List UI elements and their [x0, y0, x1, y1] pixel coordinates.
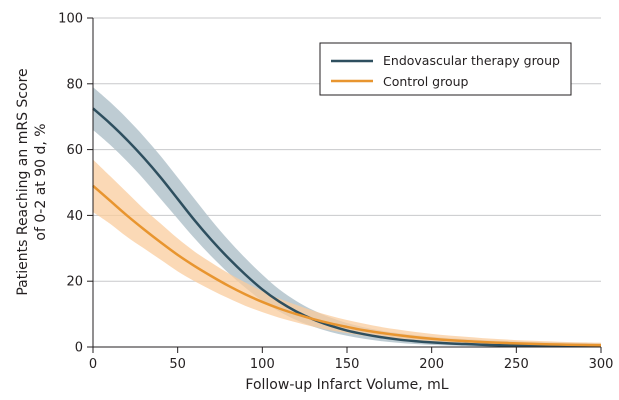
confidence-bands — [93, 87, 601, 347]
x-tick-label: 300 — [589, 357, 614, 372]
legend-label-endovascular: Endovascular therapy group — [383, 53, 560, 68]
x-tick-label: 250 — [504, 357, 529, 372]
ci-band-endovascular — [93, 87, 601, 347]
y-tick-label: 40 — [66, 209, 83, 224]
y-tick-label: 0 — [75, 341, 83, 356]
ci-band-control — [93, 159, 601, 347]
series-line-endovascular — [92, 107, 602, 348]
x-tick-label: 50 — [169, 357, 186, 372]
legend-box — [319, 42, 572, 96]
x-tick-label: 100 — [250, 357, 275, 372]
x-tick-label: 150 — [335, 357, 360, 372]
x-tick-label: 200 — [419, 357, 444, 372]
legend: Endovascular therapy group Control group — [319, 42, 572, 96]
x-tick-label: 0 — [89, 357, 97, 372]
y-tick-label: 20 — [66, 275, 83, 290]
y-axis-title-line-1: Patients Reaching an mRS Score — [15, 68, 31, 295]
y-tick-label: 60 — [66, 143, 83, 158]
series-lines — [92, 107, 602, 348]
y-tick-label: 100 — [58, 12, 83, 27]
y-axis-title-line-2: of 0-2 at 90 d, % — [33, 123, 49, 240]
ticks: 0 20 40 60 80 100 0 50 100 150 200 250 300 — [58, 12, 613, 373]
y-tick-label: 80 — [66, 77, 83, 92]
series-line-control — [92, 184, 602, 347]
x-axis-title: Follow-up Infarct Volume, mL — [245, 377, 448, 393]
legend-label-control: Control group — [383, 74, 469, 89]
